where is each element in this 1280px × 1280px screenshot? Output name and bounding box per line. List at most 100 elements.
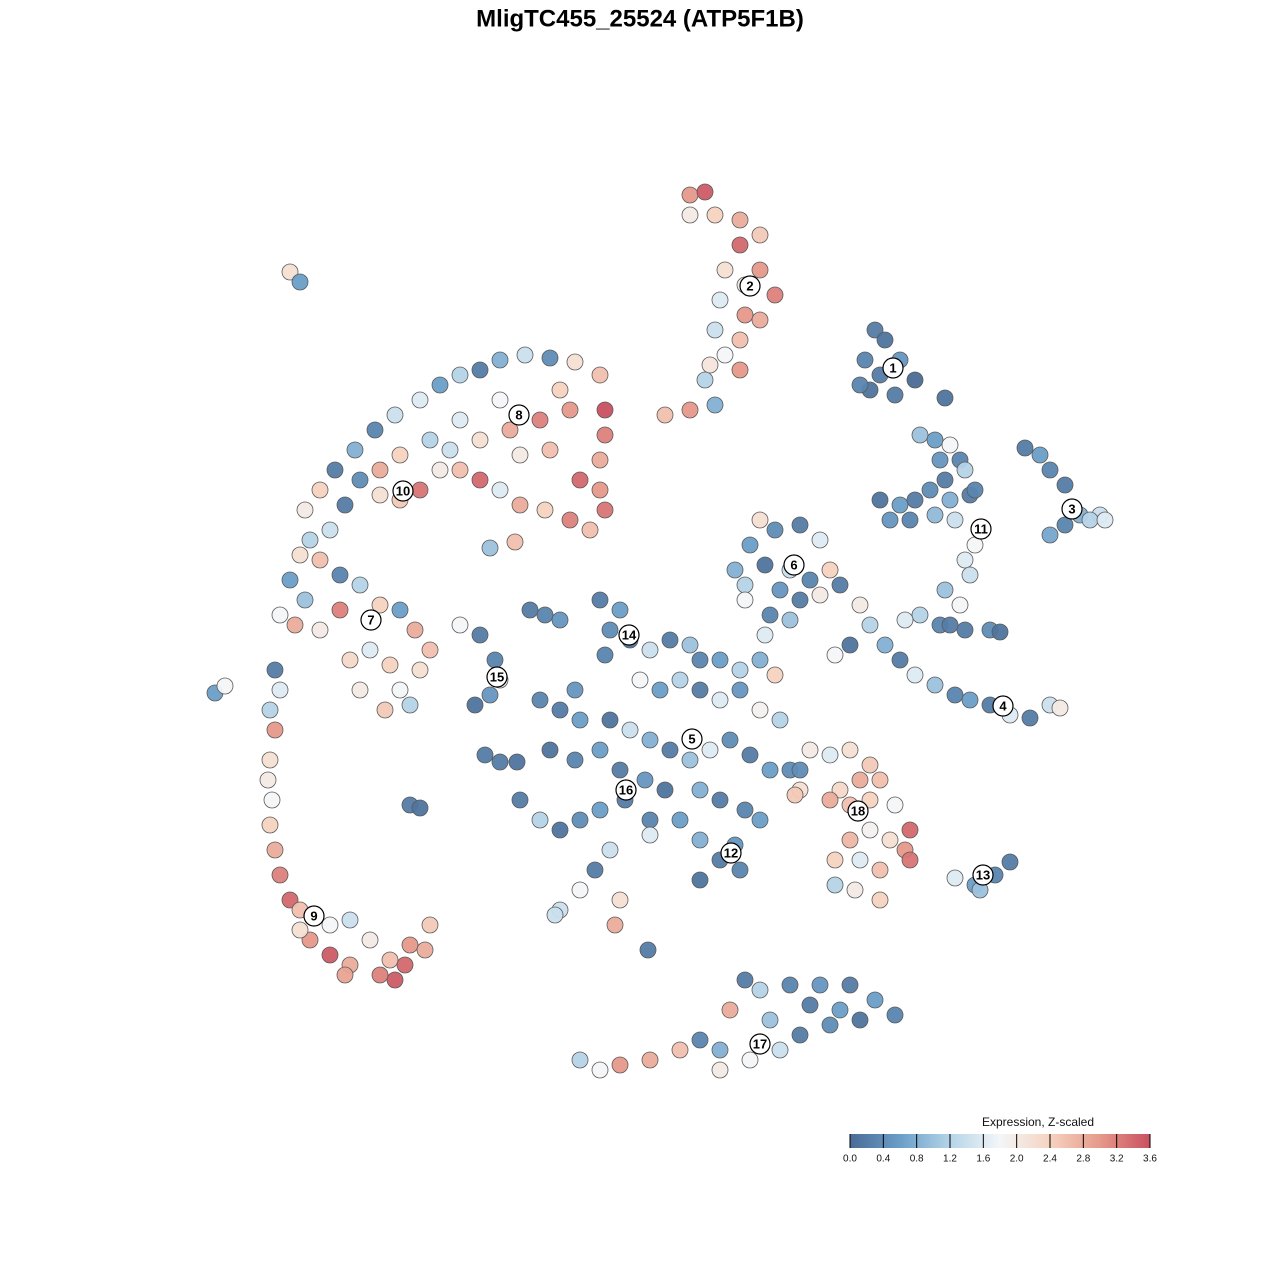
point [451, 616, 469, 634]
point [531, 411, 549, 429]
point [431, 376, 449, 394]
point [341, 911, 359, 929]
point [941, 616, 959, 634]
point [1056, 516, 1074, 534]
point [731, 861, 749, 879]
point [326, 461, 344, 479]
point [886, 1006, 904, 1024]
point [706, 396, 724, 414]
point [1081, 511, 1099, 529]
point [511, 496, 529, 514]
point [681, 206, 699, 224]
point [491, 391, 509, 409]
point [761, 606, 779, 624]
point [711, 291, 729, 309]
point [741, 536, 759, 554]
point [621, 721, 639, 739]
cluster-badge [749, 1033, 771, 1055]
point [701, 356, 719, 374]
point [566, 353, 584, 371]
point [851, 376, 869, 394]
point [311, 621, 329, 639]
point [801, 996, 819, 1014]
cluster-badge [720, 842, 742, 864]
colorbar-tick-label: 2.8 [1076, 1154, 1090, 1165]
point [951, 596, 969, 614]
cluster-badge [739, 275, 761, 297]
point [791, 516, 809, 534]
point [961, 691, 979, 709]
point [641, 1051, 659, 1069]
point [856, 351, 874, 369]
point [311, 551, 329, 569]
point [591, 366, 609, 384]
point [741, 1051, 759, 1069]
point [771, 581, 789, 599]
point [1056, 476, 1074, 494]
point [1041, 526, 1059, 544]
point [611, 761, 629, 779]
point [826, 851, 844, 869]
point [751, 701, 769, 719]
point [551, 701, 569, 719]
point [831, 576, 849, 594]
cluster-badge [970, 518, 992, 540]
point [861, 616, 879, 634]
point [281, 571, 299, 589]
point [691, 831, 709, 849]
point [761, 761, 779, 779]
point [671, 811, 689, 829]
point [561, 401, 579, 419]
point [881, 831, 899, 849]
point [991, 623, 1009, 641]
point [581, 521, 599, 539]
point [511, 446, 529, 464]
cluster-label: 15 [490, 669, 504, 684]
point [591, 451, 609, 469]
point [736, 591, 754, 609]
point [531, 811, 549, 829]
point [771, 1041, 789, 1059]
point [841, 831, 859, 849]
point [371, 596, 389, 614]
point [731, 661, 749, 679]
point [956, 551, 974, 569]
point [691, 681, 709, 699]
point [756, 626, 774, 644]
point [301, 531, 319, 549]
point [596, 426, 614, 444]
point [736, 576, 754, 594]
point [451, 461, 469, 479]
point [506, 533, 524, 551]
point [961, 566, 979, 584]
cluster-label: 16 [619, 782, 633, 797]
cluster-badge [303, 905, 325, 927]
point [941, 436, 959, 454]
point [371, 486, 389, 504]
point [841, 741, 859, 759]
point [361, 931, 379, 949]
point [391, 601, 409, 619]
point [946, 511, 964, 529]
point [606, 916, 624, 934]
point [736, 971, 754, 989]
point [641, 731, 659, 749]
cluster-badge [972, 864, 994, 886]
point [641, 811, 659, 829]
point [511, 791, 529, 809]
point [781, 611, 799, 629]
point [266, 721, 284, 739]
point [261, 751, 279, 769]
point [861, 756, 879, 774]
point [386, 971, 404, 989]
cluster-badge [681, 728, 703, 750]
point [596, 646, 614, 664]
cluster-badge [486, 666, 508, 688]
point [766, 286, 784, 304]
point [321, 916, 339, 934]
point [261, 816, 279, 834]
point [261, 701, 279, 719]
point [906, 666, 924, 684]
point [1041, 461, 1059, 479]
point [876, 331, 894, 349]
